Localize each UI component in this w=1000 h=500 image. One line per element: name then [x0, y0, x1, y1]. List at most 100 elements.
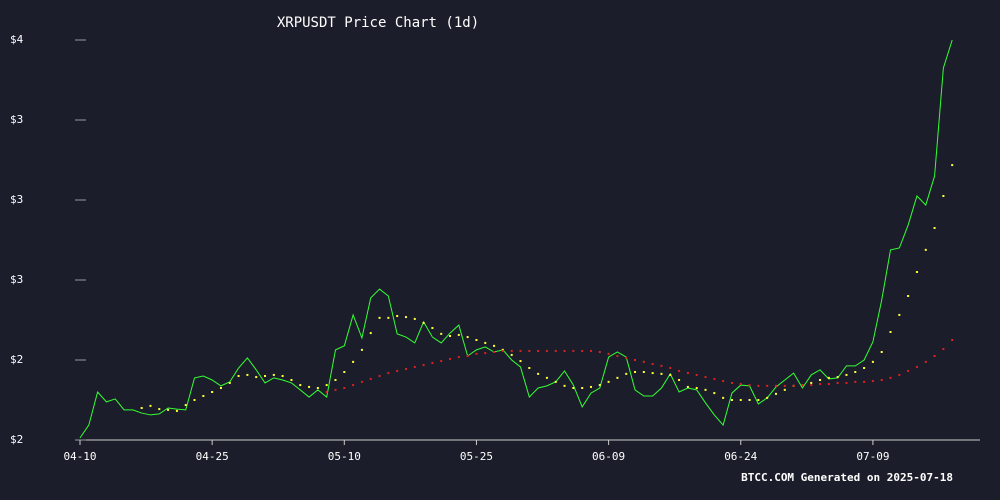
average-dot	[951, 339, 954, 341]
average-dot	[942, 348, 945, 351]
average-dot	[396, 315, 399, 317]
average-dot	[792, 384, 795, 387]
x-tick-label: 04-25	[196, 450, 229, 463]
average-dot	[757, 399, 760, 401]
average-dot	[634, 359, 637, 361]
y-tick-label: $4	[10, 33, 24, 46]
average-dot	[607, 352, 610, 355]
average-dot	[510, 353, 513, 356]
average-dot	[598, 384, 601, 387]
average-dot	[863, 380, 866, 383]
average-dot	[845, 381, 848, 384]
average-dot	[678, 379, 681, 381]
average-dot	[695, 373, 698, 376]
average-dot	[545, 349, 548, 352]
average-dot	[730, 399, 733, 401]
average-dot	[660, 364, 663, 367]
average-dot	[951, 164, 954, 167]
price-line	[79, 39, 953, 439]
average-dot	[431, 361, 434, 364]
average-dot	[255, 376, 258, 379]
average-dot	[369, 332, 372, 335]
y-tick-label: $3	[10, 113, 23, 126]
average-dot	[836, 376, 839, 379]
average-dot	[343, 387, 346, 389]
average-dot	[642, 360, 645, 363]
average-dot	[466, 336, 469, 339]
average-dot	[889, 376, 892, 379]
average-dot	[528, 349, 531, 352]
average-dot	[871, 380, 874, 383]
average-dot	[924, 248, 927, 251]
average-dot	[449, 335, 452, 337]
average-dot	[272, 373, 275, 376]
average-dot	[281, 375, 284, 377]
average-dot	[537, 349, 540, 352]
average-dot	[519, 349, 522, 352]
average-dot	[413, 365, 416, 368]
average-dot	[739, 399, 742, 401]
average-dot	[396, 369, 399, 372]
average-dot	[519, 360, 522, 363]
average-dot	[827, 383, 830, 385]
average-dot	[863, 367, 866, 369]
average-dot	[554, 349, 557, 352]
chart-title: XRPUSDT Price Chart (1d)	[277, 15, 479, 31]
average-dot	[378, 316, 381, 319]
average-dot	[387, 316, 390, 319]
average-dot	[801, 384, 804, 387]
average-dot	[634, 371, 637, 373]
average-dot	[343, 371, 346, 373]
average-dot	[713, 377, 716, 380]
average-dot	[889, 331, 892, 333]
average-dot	[660, 372, 663, 375]
average-dot	[774, 392, 777, 395]
average-dot	[158, 408, 161, 411]
average-dot	[651, 372, 654, 375]
average-dot	[686, 372, 689, 375]
average-dot	[334, 388, 337, 391]
average-dot	[642, 371, 645, 373]
average-dot	[316, 387, 319, 389]
y-tick-label: $2	[10, 353, 23, 366]
footer: BTCC.COM Generated on 2025-07-18	[741, 471, 953, 484]
average-dot	[810, 381, 813, 384]
average-dot	[404, 368, 407, 371]
average-dot	[819, 379, 822, 381]
average-dot	[669, 373, 672, 376]
average-dot	[211, 391, 214, 393]
average-dot	[290, 379, 293, 381]
average-dot	[748, 399, 751, 401]
y-tick-label: $2	[10, 433, 23, 446]
average-dot	[563, 384, 566, 387]
average-dot	[625, 356, 628, 359]
average-dot	[766, 384, 769, 387]
average-dot	[898, 313, 901, 316]
average-dot	[704, 388, 707, 391]
average-dot	[325, 384, 328, 387]
average-dot	[598, 351, 601, 353]
average-dot	[413, 317, 416, 320]
average-dot	[836, 381, 839, 384]
average-dot	[933, 355, 936, 357]
average-dot	[722, 380, 725, 383]
average-dot	[607, 380, 610, 383]
average-dot	[140, 407, 143, 409]
average-dot	[228, 381, 231, 384]
average-dot	[854, 371, 857, 373]
average-dot	[475, 339, 478, 341]
average-dot	[299, 384, 302, 387]
average-dot	[493, 344, 496, 347]
average-dot	[493, 351, 496, 353]
average-dot	[581, 387, 584, 389]
average-dot	[501, 349, 504, 352]
average-dot	[898, 373, 901, 376]
average-dot	[589, 349, 592, 352]
average-dot	[466, 355, 469, 357]
average-dot	[501, 348, 504, 351]
average-dot	[739, 383, 742, 385]
average-dot	[369, 377, 372, 380]
average-dot	[149, 404, 152, 407]
x-tick-label: 07-09	[856, 450, 889, 463]
average-dot	[554, 380, 557, 383]
